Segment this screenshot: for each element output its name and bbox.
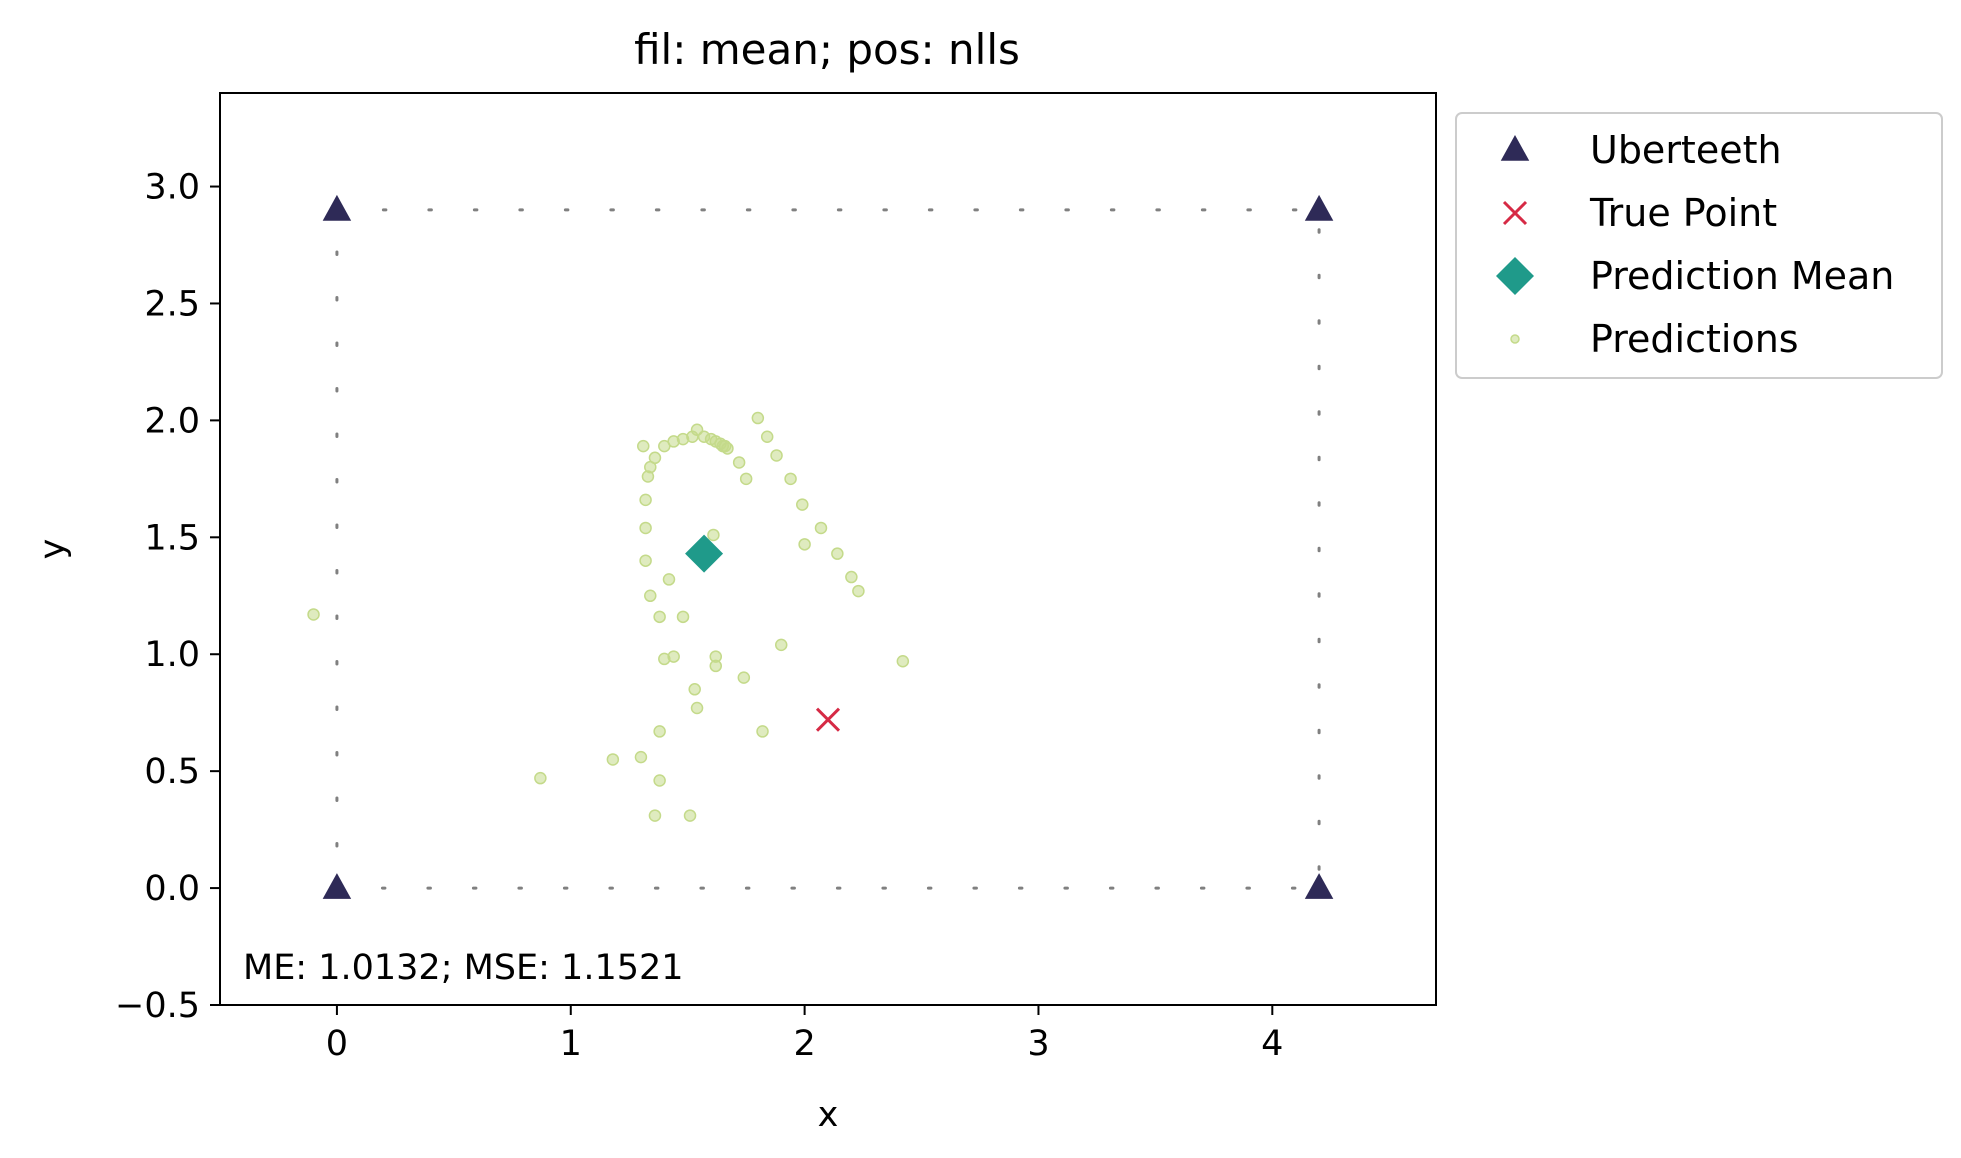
prediction-point — [676, 610, 690, 624]
prediction-point — [814, 521, 828, 535]
x-tick-label: 0 — [326, 1024, 348, 1064]
uberteeth-marker — [1304, 194, 1334, 221]
plot-area — [307, 194, 1334, 899]
prediction-point — [896, 654, 910, 668]
prediction-point — [683, 809, 697, 822]
prediction-point — [770, 449, 783, 462]
y-tick-label: 1.0 — [144, 635, 200, 675]
prediction-point — [739, 472, 753, 486]
legend-label: Prediction Mean — [1590, 254, 1894, 298]
prediction-point — [707, 528, 720, 542]
prediction-point — [634, 750, 648, 764]
x-axis-label: x — [818, 1095, 839, 1135]
prediction-point — [648, 809, 662, 822]
y-tick-label: 1.5 — [144, 518, 200, 558]
prediction-point — [644, 589, 657, 603]
prediction-point — [852, 584, 865, 598]
prediction-mean-marker — [685, 534, 724, 573]
prediction-point — [606, 753, 620, 766]
y-tick-label: 0.0 — [144, 869, 200, 909]
legend-predictions-icon — [1510, 334, 1520, 344]
axis-ticks: 0 1 2 3 4 −0.5 0.0 0.5 1.0 1.5 2.0 2.5 3.0 — [115, 168, 1283, 1064]
prediction-point — [534, 771, 547, 785]
prediction-point — [796, 498, 809, 511]
prediction-point — [648, 451, 662, 465]
prediction-point — [721, 442, 734, 455]
legend-uberteeth-icon — [1500, 135, 1530, 161]
uberteeth-marker — [322, 194, 352, 221]
prediction-point — [307, 608, 320, 621]
prediction-point — [653, 610, 666, 624]
x-tick-label: 3 — [1027, 1024, 1049, 1064]
x-tick-label: 2 — [793, 1024, 815, 1064]
chart-title: fil: mean; pos: nlls — [634, 25, 1020, 74]
prediction-point — [653, 774, 666, 787]
legend-box — [1455, 112, 1943, 379]
prediction-point — [751, 411, 765, 425]
legend-label: Predictions — [1590, 317, 1799, 361]
legend-prediction-mean-icon — [1496, 257, 1534, 295]
y-tick-label: −0.5 — [115, 986, 200, 1026]
prediction-point — [639, 554, 652, 567]
y-tick-label: 2.5 — [144, 284, 200, 324]
prediction-point — [774, 638, 788, 652]
prediction-point — [798, 538, 811, 551]
y-tick-label: 2.0 — [144, 401, 200, 441]
x-tick-label: 1 — [560, 1024, 582, 1064]
boundary-line — [335, 208, 1321, 890]
x-stroke — [815, 707, 841, 732]
prediction-point — [690, 701, 704, 715]
y-tick-label: 0.5 — [144, 752, 200, 792]
prediction-point — [662, 573, 676, 586]
plot-frame — [219, 92, 1437, 1006]
legend-label: Uberteeth — [1590, 128, 1782, 172]
true-point-marker — [815, 707, 841, 732]
prediction-point — [709, 659, 723, 673]
prediction-point — [732, 456, 746, 469]
legend-true-point-icon — [1502, 200, 1528, 226]
y-tick-label: 3.0 — [144, 168, 200, 208]
uberteeth-marker — [1304, 873, 1334, 899]
x-tick-label: 4 — [1261, 1024, 1283, 1064]
legend: Uberteeth True Point Prediction Mean Predic… — [1455, 112, 1943, 379]
prediction-point — [637, 439, 650, 453]
legend-label: True Point — [1589, 191, 1777, 235]
prediction-point — [639, 493, 652, 507]
uberteeth-marker — [322, 873, 352, 899]
prediction-point — [667, 650, 680, 663]
prediction-point — [760, 430, 774, 444]
x-stroke — [1502, 200, 1528, 226]
prediction-point — [784, 472, 797, 486]
y-axis-label: y — [33, 539, 73, 560]
prediction-point — [756, 725, 769, 738]
prediction-point — [845, 570, 858, 584]
prediction-point — [653, 725, 666, 738]
prediction-point — [831, 547, 844, 560]
prediction-point — [688, 683, 701, 696]
prediction-point — [641, 470, 655, 483]
prediction-point — [737, 671, 751, 684]
error-annotation: ME: 1.0132; MSE: 1.1521 — [243, 948, 684, 988]
prediction-point — [639, 521, 652, 535]
